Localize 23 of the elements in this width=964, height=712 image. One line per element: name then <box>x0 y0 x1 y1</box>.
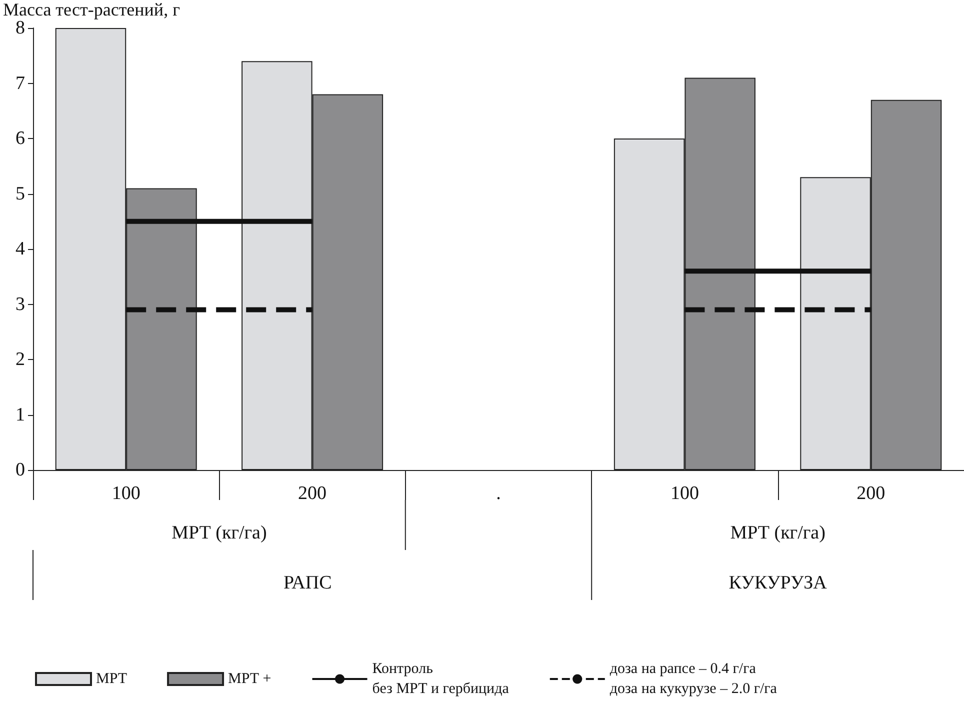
y-tick-label: 7 <box>16 72 25 94</box>
legend-label: Контроль без МРТ и гербицида <box>372 661 510 697</box>
y-tick-label: 4 <box>16 238 26 260</box>
y-tick-label: 0 <box>16 460 25 480</box>
y-tick-label: 2 <box>16 349 25 370</box>
legend-label: МРТ + <box>228 671 272 687</box>
text: МРТ (кг/га) <box>172 522 267 544</box>
legend-label: доза на рапсе – 0.4 г/га доза на кукурузе – 2.0 г/га <box>610 661 778 697</box>
y-tick-label: 8 <box>16 18 25 38</box>
x-tick-label: 100 <box>112 483 140 504</box>
x-tick-label: 100 <box>670 483 699 504</box>
text: МРТ (кг/га) <box>730 522 826 544</box>
y-tick-label: 1 <box>16 404 25 426</box>
y-tick-label: 6 <box>16 128 25 149</box>
y-axis-title: Масса тест-растений, г <box>3 0 180 20</box>
legend-label: МРТ <box>96 671 128 687</box>
y-tick-label: 3 <box>16 294 25 315</box>
text: КУКУРУЗА <box>728 572 828 594</box>
x-tick-label: 200 <box>298 483 327 504</box>
y-tick-label: 5 <box>16 183 25 204</box>
text: РАПС <box>284 572 332 594</box>
x-tick-label: . <box>496 483 501 504</box>
x-tick-label: 200 <box>856 483 886 504</box>
